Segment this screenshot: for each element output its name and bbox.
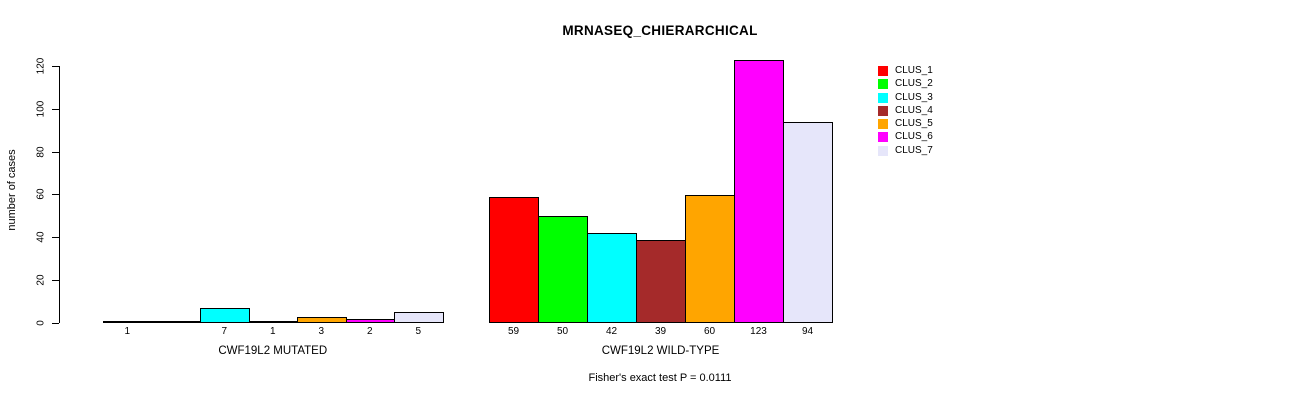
y-tick-label: 100 (35, 100, 47, 118)
legend-label: CLUS_7 (895, 144, 933, 156)
legend-label: CLUS_3 (895, 91, 933, 103)
y-tick (52, 194, 59, 196)
legend-color-swatch (878, 105, 888, 116)
legend-label: CLUS_4 (895, 104, 933, 116)
bar-value-label: 60 (703, 326, 716, 337)
group-axis-label: CWF19L2 WILD-TYPE (601, 344, 720, 357)
legend-color-swatch (878, 66, 888, 76)
legend-label: CLUS_1 (895, 65, 933, 76)
y-tick-label: 20 (35, 274, 47, 286)
y-tick (52, 237, 59, 239)
y-tick-label: 80 (35, 146, 47, 158)
legend-color-swatch (878, 119, 888, 130)
bar-value-label: 1 (124, 326, 131, 337)
y-tick (52, 151, 59, 153)
bar-value-label: 39 (654, 326, 667, 337)
bar-value-label: 123 (750, 326, 767, 337)
legend-item: CLUS_4 (878, 104, 933, 116)
legend-label: CLUS_5 (895, 118, 933, 130)
y-tick-label: 0 (35, 319, 47, 326)
annotation-fisher-test: Fisher's exact test P = 0.0111 (588, 372, 732, 384)
bar-value-label: 7 (221, 326, 228, 337)
chart-title: MRNASEQ_CHIERARCHICAL (562, 23, 758, 38)
group-axis-label: CWF19L2 MUTATED (218, 344, 328, 357)
y-tick-label: 40 (35, 231, 47, 243)
legend-color-swatch (878, 92, 888, 103)
y-tick (52, 109, 59, 110)
y-axis-label: number of cases (6, 149, 18, 231)
y-tick (52, 279, 59, 281)
bar (103, 320, 153, 323)
legend-item: CLUS_1 (878, 66, 933, 76)
bar-zero-line (151, 321, 201, 323)
legend-item: CLUS_3 (878, 91, 933, 103)
bar-value-label: 5 (415, 326, 422, 337)
legend-label: CLUS_2 (895, 78, 933, 90)
bar (587, 233, 637, 323)
bar (636, 239, 686, 323)
bar-value-label: 94 (801, 326, 814, 337)
legend-item: CLUS_2 (878, 78, 933, 90)
bar (200, 308, 250, 323)
legend-label: CLUS_6 (895, 131, 933, 143)
bar-value-label: 42 (605, 326, 618, 337)
bar (734, 60, 784, 323)
legend-item: CLUS_7 (878, 144, 933, 156)
legend-item: CLUS_6 (878, 131, 933, 143)
legend-item: CLUS_5 (878, 118, 933, 130)
bar-value-label: 3 (318, 326, 325, 337)
bar-value-label: 2 (366, 326, 373, 337)
bar (783, 122, 833, 323)
bar (248, 320, 298, 323)
bar-value-label: 1 (269, 326, 276, 337)
legend: CLUS_1 CLUS_2 CLUS_3 CLUS_4 CLUS_5 CLUS_6 CLUS… (878, 66, 933, 159)
bar-value-label: 59 (507, 326, 520, 337)
bar-value-label: 50 (556, 326, 569, 337)
bar (394, 312, 444, 323)
legend-color-swatch (878, 132, 888, 143)
bar (297, 316, 347, 323)
y-axis (59, 66, 60, 323)
legend-color-swatch (878, 145, 888, 156)
y-tick-label: 120 (35, 57, 47, 75)
y-tick (52, 322, 59, 324)
bar (538, 216, 588, 323)
bar (345, 318, 395, 323)
y-tick-label: 60 (35, 188, 47, 200)
bar (685, 194, 735, 323)
legend-color-swatch (878, 79, 888, 90)
y-tick (52, 66, 59, 68)
bar (489, 197, 539, 323)
